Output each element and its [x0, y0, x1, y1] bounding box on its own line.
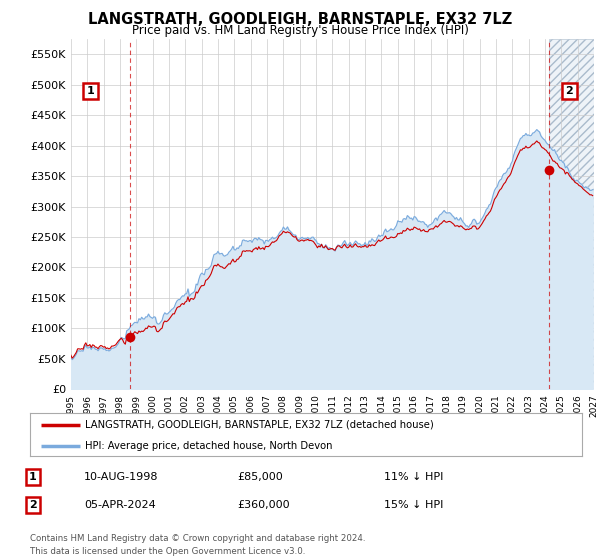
Text: 10-AUG-1998: 10-AUG-1998: [84, 472, 158, 482]
Text: 2: 2: [29, 500, 37, 510]
Text: Contains HM Land Registry data © Crown copyright and database right 2024.
This d: Contains HM Land Registry data © Crown c…: [30, 534, 365, 556]
Text: 05-APR-2024: 05-APR-2024: [84, 500, 156, 510]
Text: HPI: Average price, detached house, North Devon: HPI: Average price, detached house, Nort…: [85, 441, 332, 451]
Text: 1: 1: [86, 86, 94, 96]
Text: £360,000: £360,000: [237, 500, 290, 510]
Text: LANGSTRATH, GOODLEIGH, BARNSTAPLE, EX32 7LZ: LANGSTRATH, GOODLEIGH, BARNSTAPLE, EX32 …: [88, 12, 512, 27]
Text: LANGSTRATH, GOODLEIGH, BARNSTAPLE, EX32 7LZ (detached house): LANGSTRATH, GOODLEIGH, BARNSTAPLE, EX32 …: [85, 420, 434, 430]
Text: 1: 1: [29, 472, 37, 482]
Text: £85,000: £85,000: [237, 472, 283, 482]
Text: 11% ↓ HPI: 11% ↓ HPI: [384, 472, 443, 482]
Text: Price paid vs. HM Land Registry's House Price Index (HPI): Price paid vs. HM Land Registry's House …: [131, 24, 469, 37]
Text: 15% ↓ HPI: 15% ↓ HPI: [384, 500, 443, 510]
Text: 2: 2: [566, 86, 574, 96]
